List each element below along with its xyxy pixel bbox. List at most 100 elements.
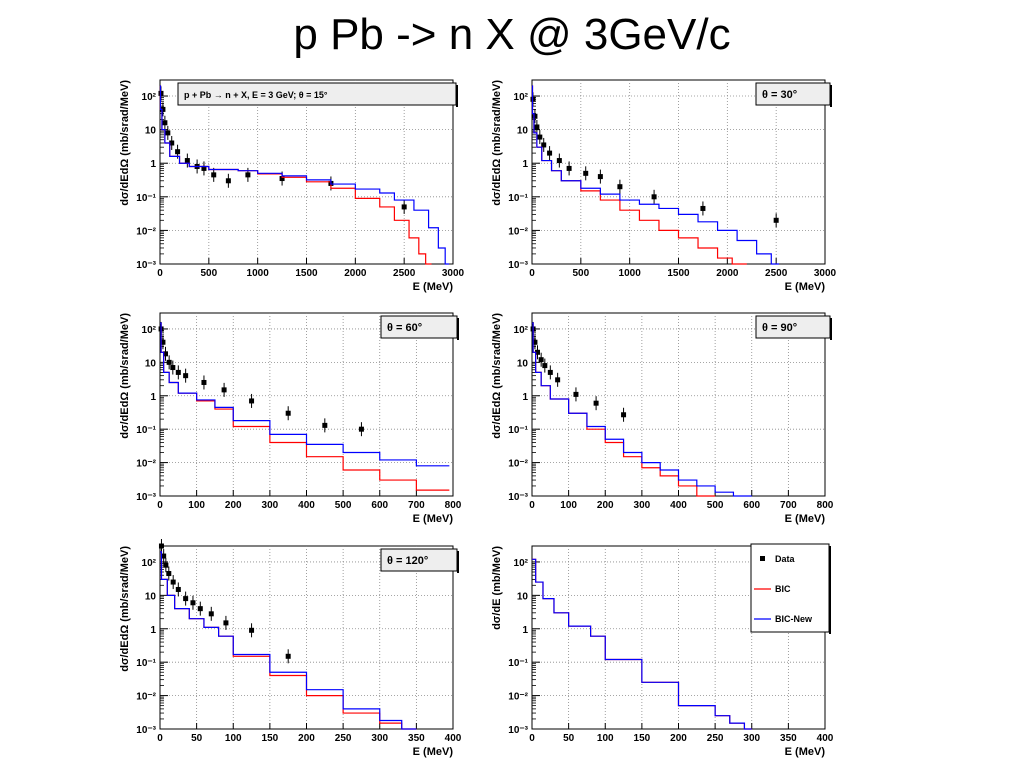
x-tick-label: 50 — [191, 733, 203, 744]
panel-title-shadow — [830, 85, 832, 107]
y-tick-label: 1 — [522, 159, 528, 170]
y-tick-label: 10⁻¹ — [136, 425, 156, 436]
x-tick-label: 200 — [225, 500, 242, 511]
panel-theta-30: 0 500 1000 1500 2000 2500 3000 10⁻³ 10⁻² 10⁻¹ 1 10 1… — [491, 79, 837, 293]
y-tick-label: 10⁻³ — [508, 260, 528, 271]
data-point — [183, 373, 189, 379]
y-tick-label: 10² — [142, 325, 157, 336]
data-point — [158, 543, 164, 549]
x-tick-label: 100 — [597, 733, 614, 744]
y-tick-label: 10⁻³ — [508, 725, 528, 736]
x-tick-label: 400 — [817, 733, 834, 744]
x-tick-label: 100 — [560, 500, 577, 511]
y-tick-label: 10 — [517, 358, 529, 369]
panel-title: p + Pb → n + X, E = 3 GeV; θ = 15° — [184, 90, 328, 100]
series-line-bic-new — [532, 558, 752, 730]
x-tick-label: 700 — [780, 500, 797, 511]
data-point — [169, 140, 175, 146]
data-point — [547, 369, 553, 375]
y-tick-label: 10⁻³ — [136, 260, 156, 271]
panel-theta-60: 0 100 200 300 400 500 600 700 800 10⁻³ 10⁻² 10⁻¹ 1 10… — [119, 312, 462, 525]
x-tick-label: 250 — [707, 733, 724, 744]
x-axis-title: E (MeV) — [413, 746, 454, 758]
x-axis-title: E (MeV) — [785, 513, 826, 525]
legend-label: BIC — [775, 584, 791, 594]
y-tick-label: 10² — [514, 558, 529, 569]
y-tick-label: 1 — [150, 392, 156, 403]
data-point — [566, 165, 572, 171]
data-point — [184, 158, 190, 164]
x-axis-title: E (MeV) — [413, 513, 454, 525]
y-tick-label: 10² — [142, 558, 157, 569]
x-tick-label: 400 — [670, 500, 687, 511]
y-tick-label: 10⁻² — [136, 226, 156, 237]
x-axis-title: E (MeV) — [785, 746, 826, 758]
x-tick-label: 50 — [563, 733, 575, 744]
series-line-bic-new — [160, 322, 450, 467]
x-tick-label: 200 — [597, 500, 614, 511]
series-line-bic-new — [531, 85, 780, 265]
data-point — [162, 351, 168, 357]
x-tick-label: 100 — [188, 500, 205, 511]
y-tick-label: 10⁻¹ — [136, 193, 156, 204]
y-tick-label: 10⁻¹ — [136, 658, 156, 669]
x-axis-title: E (MeV) — [785, 281, 826, 293]
data-point — [201, 379, 207, 385]
x-tick-label: 200 — [298, 733, 315, 744]
x-tick-label: 700 — [408, 500, 425, 511]
y-axis-title: dσ/dEdΩ (mb/srad/MeV) — [119, 80, 131, 206]
x-tick-label: 300 — [743, 733, 760, 744]
data-point — [190, 600, 196, 606]
data-point — [165, 130, 171, 136]
y-tick-label: 1 — [150, 625, 156, 636]
y-axis-title: dσ/dEdΩ (mb/srad/MeV) — [119, 313, 131, 439]
y-tick-label: 10⁻³ — [508, 492, 528, 503]
y-tick-label: 10² — [514, 92, 529, 103]
data-point — [537, 134, 543, 140]
data-point — [583, 170, 589, 176]
data-point — [534, 349, 540, 355]
legend-label: Data — [775, 554, 796, 564]
x-tick-label: 1000 — [619, 268, 642, 279]
panel-theta-15: 0 500 1000 1500 2000 2500 3000 10⁻³ 10⁻² 10⁻¹ 1 10 1… — [119, 79, 465, 293]
x-tick-label: 150 — [634, 733, 651, 744]
data-point — [249, 627, 255, 633]
x-tick-label: 2500 — [765, 268, 788, 279]
data-point — [170, 365, 176, 371]
x-tick-label: 350 — [408, 733, 425, 744]
x-tick-label: 500 — [200, 268, 217, 279]
series-line-bic-new — [160, 551, 417, 730]
panel-title: θ = 120° — [387, 555, 428, 567]
data-point — [700, 205, 706, 211]
data-point — [593, 400, 599, 406]
x-tick-label: 300 — [371, 733, 388, 744]
data-point — [555, 377, 561, 383]
panel-title: θ = 60° — [387, 322, 422, 334]
x-tick-label: 1500 — [295, 268, 318, 279]
x-tick-label: 500 — [707, 500, 724, 511]
y-tick-label: 10⁻² — [508, 459, 528, 470]
x-tick-label: 0 — [157, 733, 163, 744]
data-point — [358, 426, 364, 432]
x-tick-label: 3000 — [814, 268, 837, 279]
data-point — [170, 579, 176, 585]
legend-marker-data — [760, 556, 765, 561]
x-tick-label: 400 — [298, 500, 315, 511]
x-tick-label: 0 — [529, 500, 535, 511]
panel-theta-120: 0 50 100 150 200 250 300 350 400 10⁻³ 10⁻² 10⁻¹ 1 10 1… — [119, 539, 462, 758]
x-tick-label: 0 — [157, 500, 163, 511]
data-point — [541, 142, 547, 148]
data-point — [285, 410, 291, 416]
x-tick-label: 0 — [157, 268, 163, 279]
data-point — [175, 149, 181, 155]
x-tick-label: 600 — [743, 500, 760, 511]
y-tick-label: 1 — [522, 625, 528, 636]
slide-title: p Pb -> n X @ 3GeV/c — [293, 10, 731, 59]
x-tick-label: 300 — [262, 500, 279, 511]
data-point — [183, 596, 189, 602]
y-tick-label: 1 — [522, 392, 528, 403]
x-tick-label: 350 — [780, 733, 797, 744]
x-tick-label: 800 — [445, 500, 462, 511]
y-axis-title: dσ/dE (mb/MeV) — [491, 546, 503, 630]
data-point — [597, 174, 603, 180]
